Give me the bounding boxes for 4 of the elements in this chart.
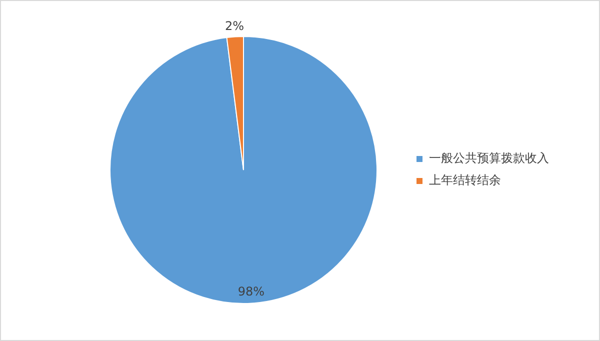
legend-label: 一般公共预算拨款收入: [429, 151, 549, 166]
data-label: 2%: [224, 18, 244, 33]
data-label: 98%: [238, 284, 265, 299]
legend-label: 上年结转结余: [429, 173, 501, 188]
